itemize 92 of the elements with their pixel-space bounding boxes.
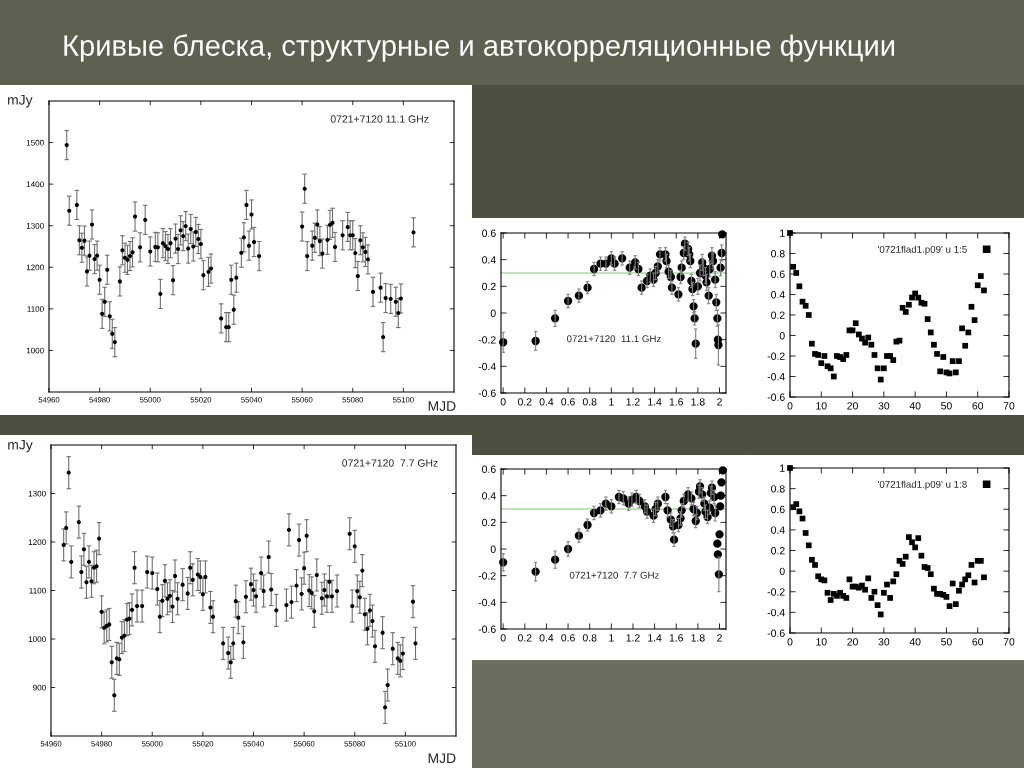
y-tick-label: 0.4	[482, 256, 496, 264]
chart-title: Кривые блеска, структурные и автокорреляционные функции	[64, 34, 895, 62]
x-tick-label: 1.6	[669, 634, 684, 642]
y-tick-label: -0.6	[767, 393, 785, 401]
y-tick-label: 1100	[29, 587, 46, 594]
y-tick-label: -0.6	[767, 629, 785, 637]
y-tick-label: 0.2	[771, 547, 785, 555]
y-tick-label: 0.4	[771, 526, 785, 534]
y-tick-label: 1200	[26, 264, 44, 271]
x-tick-label: 30	[878, 638, 890, 646]
legend-label: '0721flad1.p09' u 1:5	[878, 245, 967, 255]
y-tick-label: -0.4	[478, 362, 496, 371]
y-tick-label: -0.2	[478, 572, 496, 580]
y-tick-label: 0	[779, 332, 785, 340]
y-tick-label: 1300	[28, 490, 46, 497]
x-tick-label: 1.2	[626, 398, 640, 406]
y-tick-label: 0	[490, 309, 496, 317]
x-tick-label: 1.8	[691, 634, 705, 642]
x-tick-label: 10	[816, 402, 827, 410]
y-tick-label: 1200	[28, 539, 46, 545]
x-tick-label: 2	[717, 398, 722, 406]
x-tick-label: 0.8	[582, 398, 597, 406]
x-tick-label: 0.2	[517, 634, 532, 642]
annotation: 0721+7120 11.1 GHz	[330, 115, 429, 123]
y-tick-label: -0.4	[478, 598, 496, 607]
x-tick-label: 0.8	[582, 634, 597, 642]
y-tick-label: 0.2	[482, 282, 496, 291]
y-tick-label: -0.6	[478, 625, 496, 633]
x-tick-label: 2	[717, 634, 722, 642]
x-tick-label: 1.4	[648, 398, 662, 406]
x-tick-label: 30	[878, 402, 890, 410]
x-tick-label: 0.2	[517, 398, 532, 406]
y-tick-label: 0.6	[771, 505, 785, 514]
x-tick-label: 0.6	[561, 634, 575, 642]
y-tick-label: 0.2	[482, 518, 496, 527]
annotation: 0721+7120 7.7 GHz	[342, 459, 438, 467]
x-tick-label: 60	[972, 638, 984, 646]
legend-label: '0721flad1.p09' u 1:8	[878, 480, 967, 490]
x-tick-label: 20	[847, 638, 858, 646]
x-tick-label: 50	[941, 402, 952, 410]
x-axis-title: MJD	[428, 753, 456, 764]
x-tick-label: 0	[787, 638, 793, 646]
y-tick-label: -0.2	[478, 336, 496, 344]
y-tick-label: -0.4	[767, 608, 785, 617]
x-tick-label: 0	[787, 402, 793, 410]
x-tick-label: 10	[816, 638, 827, 646]
x-tick-label: 1.6	[669, 398, 684, 406]
x-tick-label: 50	[941, 638, 952, 646]
y-axis-title: mJy	[8, 439, 33, 453]
y-tick-label: 1	[780, 229, 785, 237]
x-tick-label: 1.4	[648, 634, 662, 642]
y-tick-label: 0.6	[482, 465, 496, 473]
x-tick-label: 0	[500, 398, 506, 406]
x-tick-label: 1.2	[626, 634, 640, 642]
y-tick-label: 0	[490, 545, 496, 553]
x-tick-label: 40	[909, 638, 921, 646]
y-tick-label: 900	[33, 684, 46, 691]
x-tick-label: 0	[500, 634, 506, 642]
y-axis-title: mJy	[8, 95, 33, 108]
annotation: 0721+7120 11.1 GHz	[566, 335, 661, 343]
x-tick-label: 0.4	[539, 398, 554, 406]
y-tick-label: 0.4	[771, 291, 785, 299]
y-tick-label: 1300	[26, 223, 44, 229]
x-tick-label: 1.8	[691, 398, 705, 406]
x-tick-label: 0.6	[561, 398, 575, 406]
y-tick-label: 0.4	[482, 492, 496, 500]
y-tick-label: 0.8	[771, 250, 785, 258]
x-tick-label: 1	[609, 398, 614, 406]
y-tick-label: 0.6	[482, 229, 496, 237]
y-tick-label: 1000	[26, 347, 44, 354]
y-tick-label: 1000	[28, 636, 46, 642]
y-tick-label: 1	[780, 464, 785, 472]
y-tick-label: -0.6	[478, 389, 496, 397]
x-tick-label: 1	[609, 634, 614, 642]
x-tick-label: 60	[972, 402, 984, 410]
y-tick-label: 1400	[26, 181, 44, 188]
y-tick-label: -0.2	[767, 352, 785, 360]
y-tick-label: 0.8	[771, 485, 785, 493]
y-tick-label: -0.4	[767, 373, 785, 381]
x-tick-label: 0.4	[539, 634, 554, 642]
x-tick-label: 20	[847, 402, 858, 410]
y-tick-label: 0	[779, 567, 785, 575]
y-tick-label: -0.2	[767, 588, 785, 596]
annotation: 0721+7120 7.7 GHz	[569, 571, 659, 579]
y-tick-label: 0.6	[771, 270, 785, 278]
x-tick-label: 40	[909, 402, 921, 410]
x-axis-title: MJD	[428, 401, 456, 411]
y-tick-label: 1100	[27, 306, 44, 312]
y-tick-label: 1500	[26, 139, 44, 146]
y-tick-label: 0.2	[771, 311, 785, 319]
x-tick-label: 70	[1003, 402, 1015, 410]
x-tick-label: 70	[1003, 638, 1015, 646]
